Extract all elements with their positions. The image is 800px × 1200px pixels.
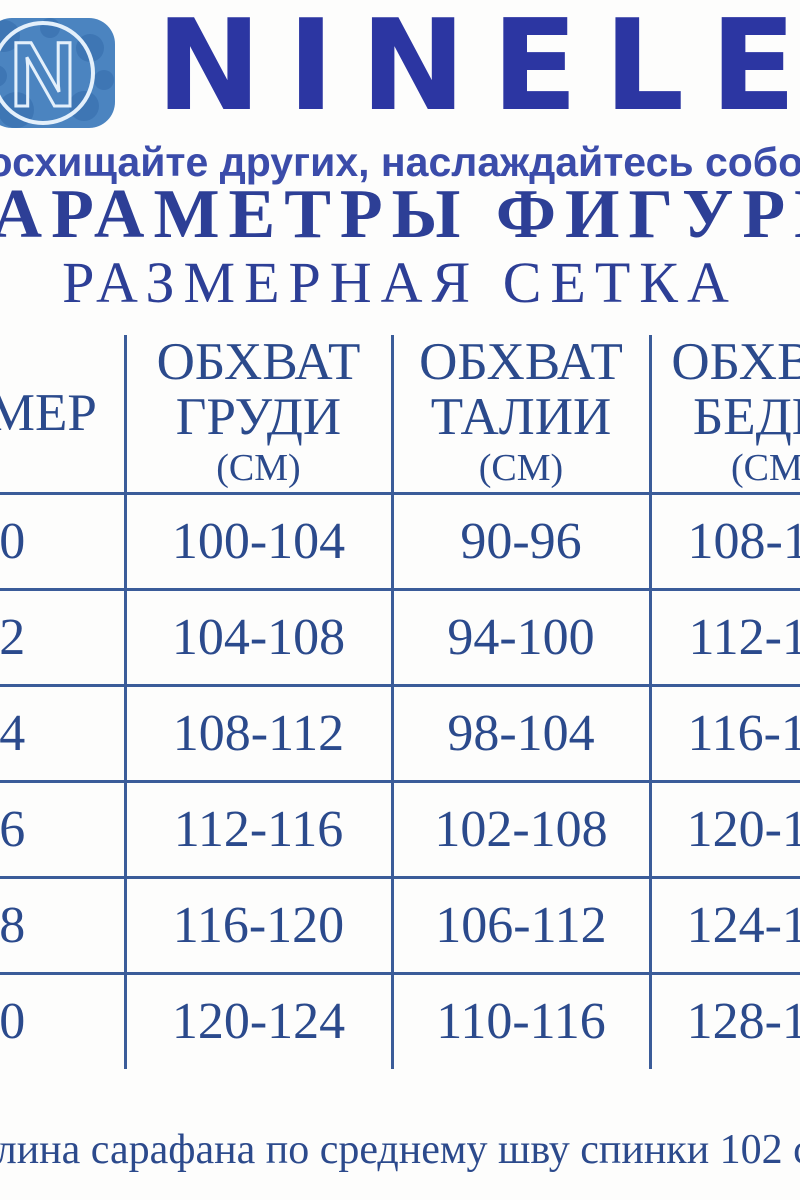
- cell-bust: 104-108: [125, 589, 394, 685]
- cell-size: 60: [0, 973, 127, 1069]
- cell-waist: 102-108: [392, 781, 652, 877]
- cell-hips: 112-116: [688, 608, 800, 666]
- cell-bust: 108-112: [125, 685, 394, 781]
- cell-size: 56: [0, 781, 127, 877]
- cell-waist: 98-104: [392, 685, 652, 781]
- size-table-header-row: РАЗМЕР ОБХВАТ ГРУДИ (СМ) ОБХВАТ ТАЛИИ (С…: [0, 335, 800, 493]
- cell-bust: 112-116: [125, 781, 394, 877]
- col-header-waist-unit: (СМ): [478, 447, 564, 490]
- col-header-waist: ОБХВАТ ТАЛИИ (СМ): [392, 335, 652, 493]
- col-header-hips: ОБХВАТ БЕДЕР (СМ): [650, 335, 800, 493]
- page-subtitle: РАЗМЕРНАЯ СЕТКА: [62, 250, 738, 315]
- cell-size: 52: [0, 589, 127, 685]
- cell-waist: 110-116: [392, 973, 652, 1069]
- cell-hips: 128-132: [686, 993, 800, 1051]
- brand-logo: N: [0, 14, 118, 135]
- brand-tagline: Восхищайте других, наслаждайтесь собой!: [0, 139, 800, 185]
- table-row-size-54: 54 108-112 98-104 116-120: [0, 685, 800, 781]
- col-header-hips-unit: (СМ): [731, 447, 800, 490]
- cell-hips: 116-120: [687, 704, 800, 762]
- table-row-size-56: 56 112-116 102-108 120-124: [0, 781, 800, 877]
- table-row-size-58: 58 116-120 106-112 124-128: [0, 877, 800, 973]
- cell-hips: 108-112: [687, 512, 800, 570]
- table-row-size-52: 52 104-108 94-100 112-116: [0, 589, 800, 685]
- col-header-bust: ОБХВАТ ГРУДИ (СМ): [125, 335, 394, 493]
- cell-hips: 120-124: [686, 800, 800, 858]
- cell-size: 54: [0, 685, 127, 781]
- col-header-bust-unit: (СМ): [216, 447, 301, 490]
- cell-bust: 100-104: [125, 493, 394, 589]
- logo-texture: [0, 18, 114, 128]
- col-header-size: РАЗМЕР: [0, 335, 127, 493]
- page-title: ПАРАМЕТРЫ ФИГУРЫ: [0, 176, 800, 253]
- cell-bust: 120-124: [125, 973, 394, 1069]
- cell-size: 58: [0, 877, 127, 973]
- cell-hips: 124-128: [686, 896, 800, 954]
- logo-n-icon: N: [10, 24, 76, 126]
- logo-circle: [0, 21, 95, 125]
- table-row-size-60: 60 120-124 110-116 128-132: [0, 973, 800, 1069]
- cell-waist: 106-112: [392, 877, 652, 973]
- cell-size: 50: [0, 493, 127, 589]
- table-row-size-50: 50 100-104 90-96 108-112: [0, 493, 800, 589]
- cell-bust: 116-120: [125, 877, 394, 973]
- garment-length-note: Длина сарафана по среднему шву спинки 10…: [0, 1127, 800, 1173]
- col-header-size-label: РАЗМЕР: [0, 383, 97, 442]
- brand-logo-icon: N: [0, 18, 115, 128]
- cell-waist: 94-100: [392, 589, 652, 685]
- brand-wordmark: NINELE: [156, 0, 800, 139]
- cell-waist: 90-96: [392, 493, 652, 589]
- size-table: РАЗМЕР ОБХВАТ ГРУДИ (СМ) ОБХВАТ ТАЛИИ (С…: [0, 335, 800, 1069]
